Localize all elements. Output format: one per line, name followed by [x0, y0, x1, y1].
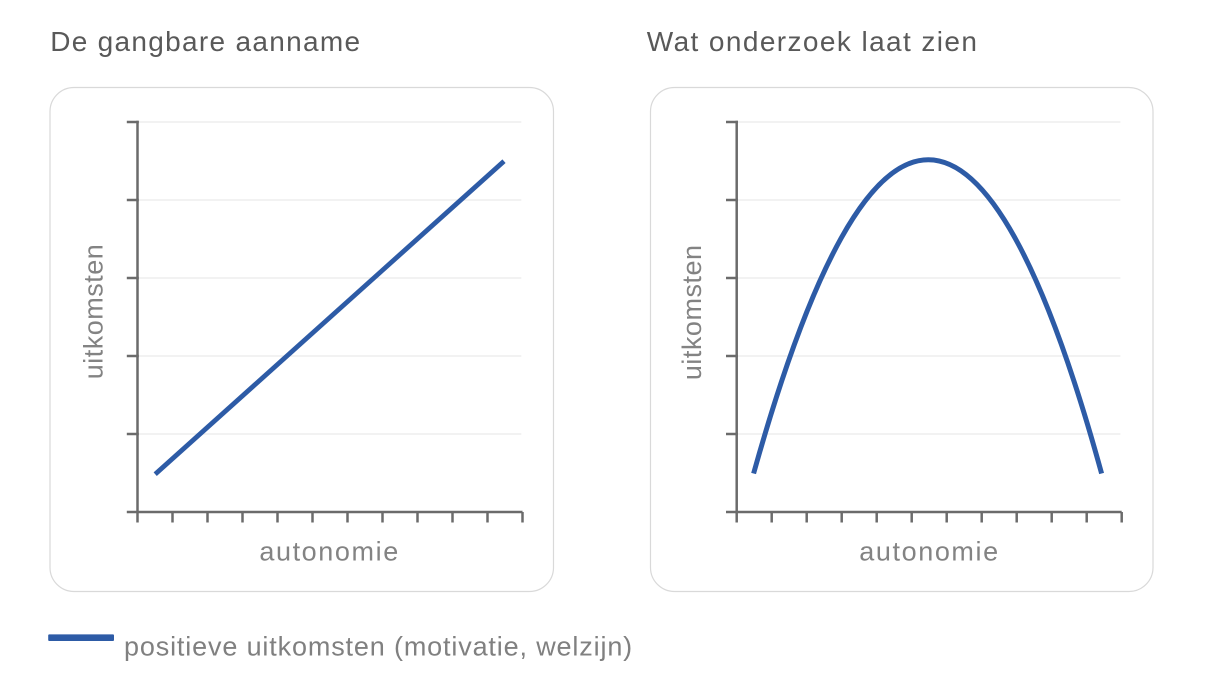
svg-text:positieve uitkomsten (motivati: positieve uitkomsten (motivatie, welzijn…	[124, 631, 633, 661]
svg-text:autonomie: autonomie	[859, 537, 1000, 567]
svg-text:uitkomsten: uitkomsten	[677, 245, 707, 381]
svg-text:Wat onderzoek laat zien: Wat onderzoek laat zien	[647, 26, 979, 57]
svg-text:autonomie: autonomie	[259, 537, 400, 567]
svg-text:De gangbare aanname: De gangbare aanname	[50, 26, 361, 57]
svg-text:uitkomsten: uitkomsten	[78, 244, 108, 380]
